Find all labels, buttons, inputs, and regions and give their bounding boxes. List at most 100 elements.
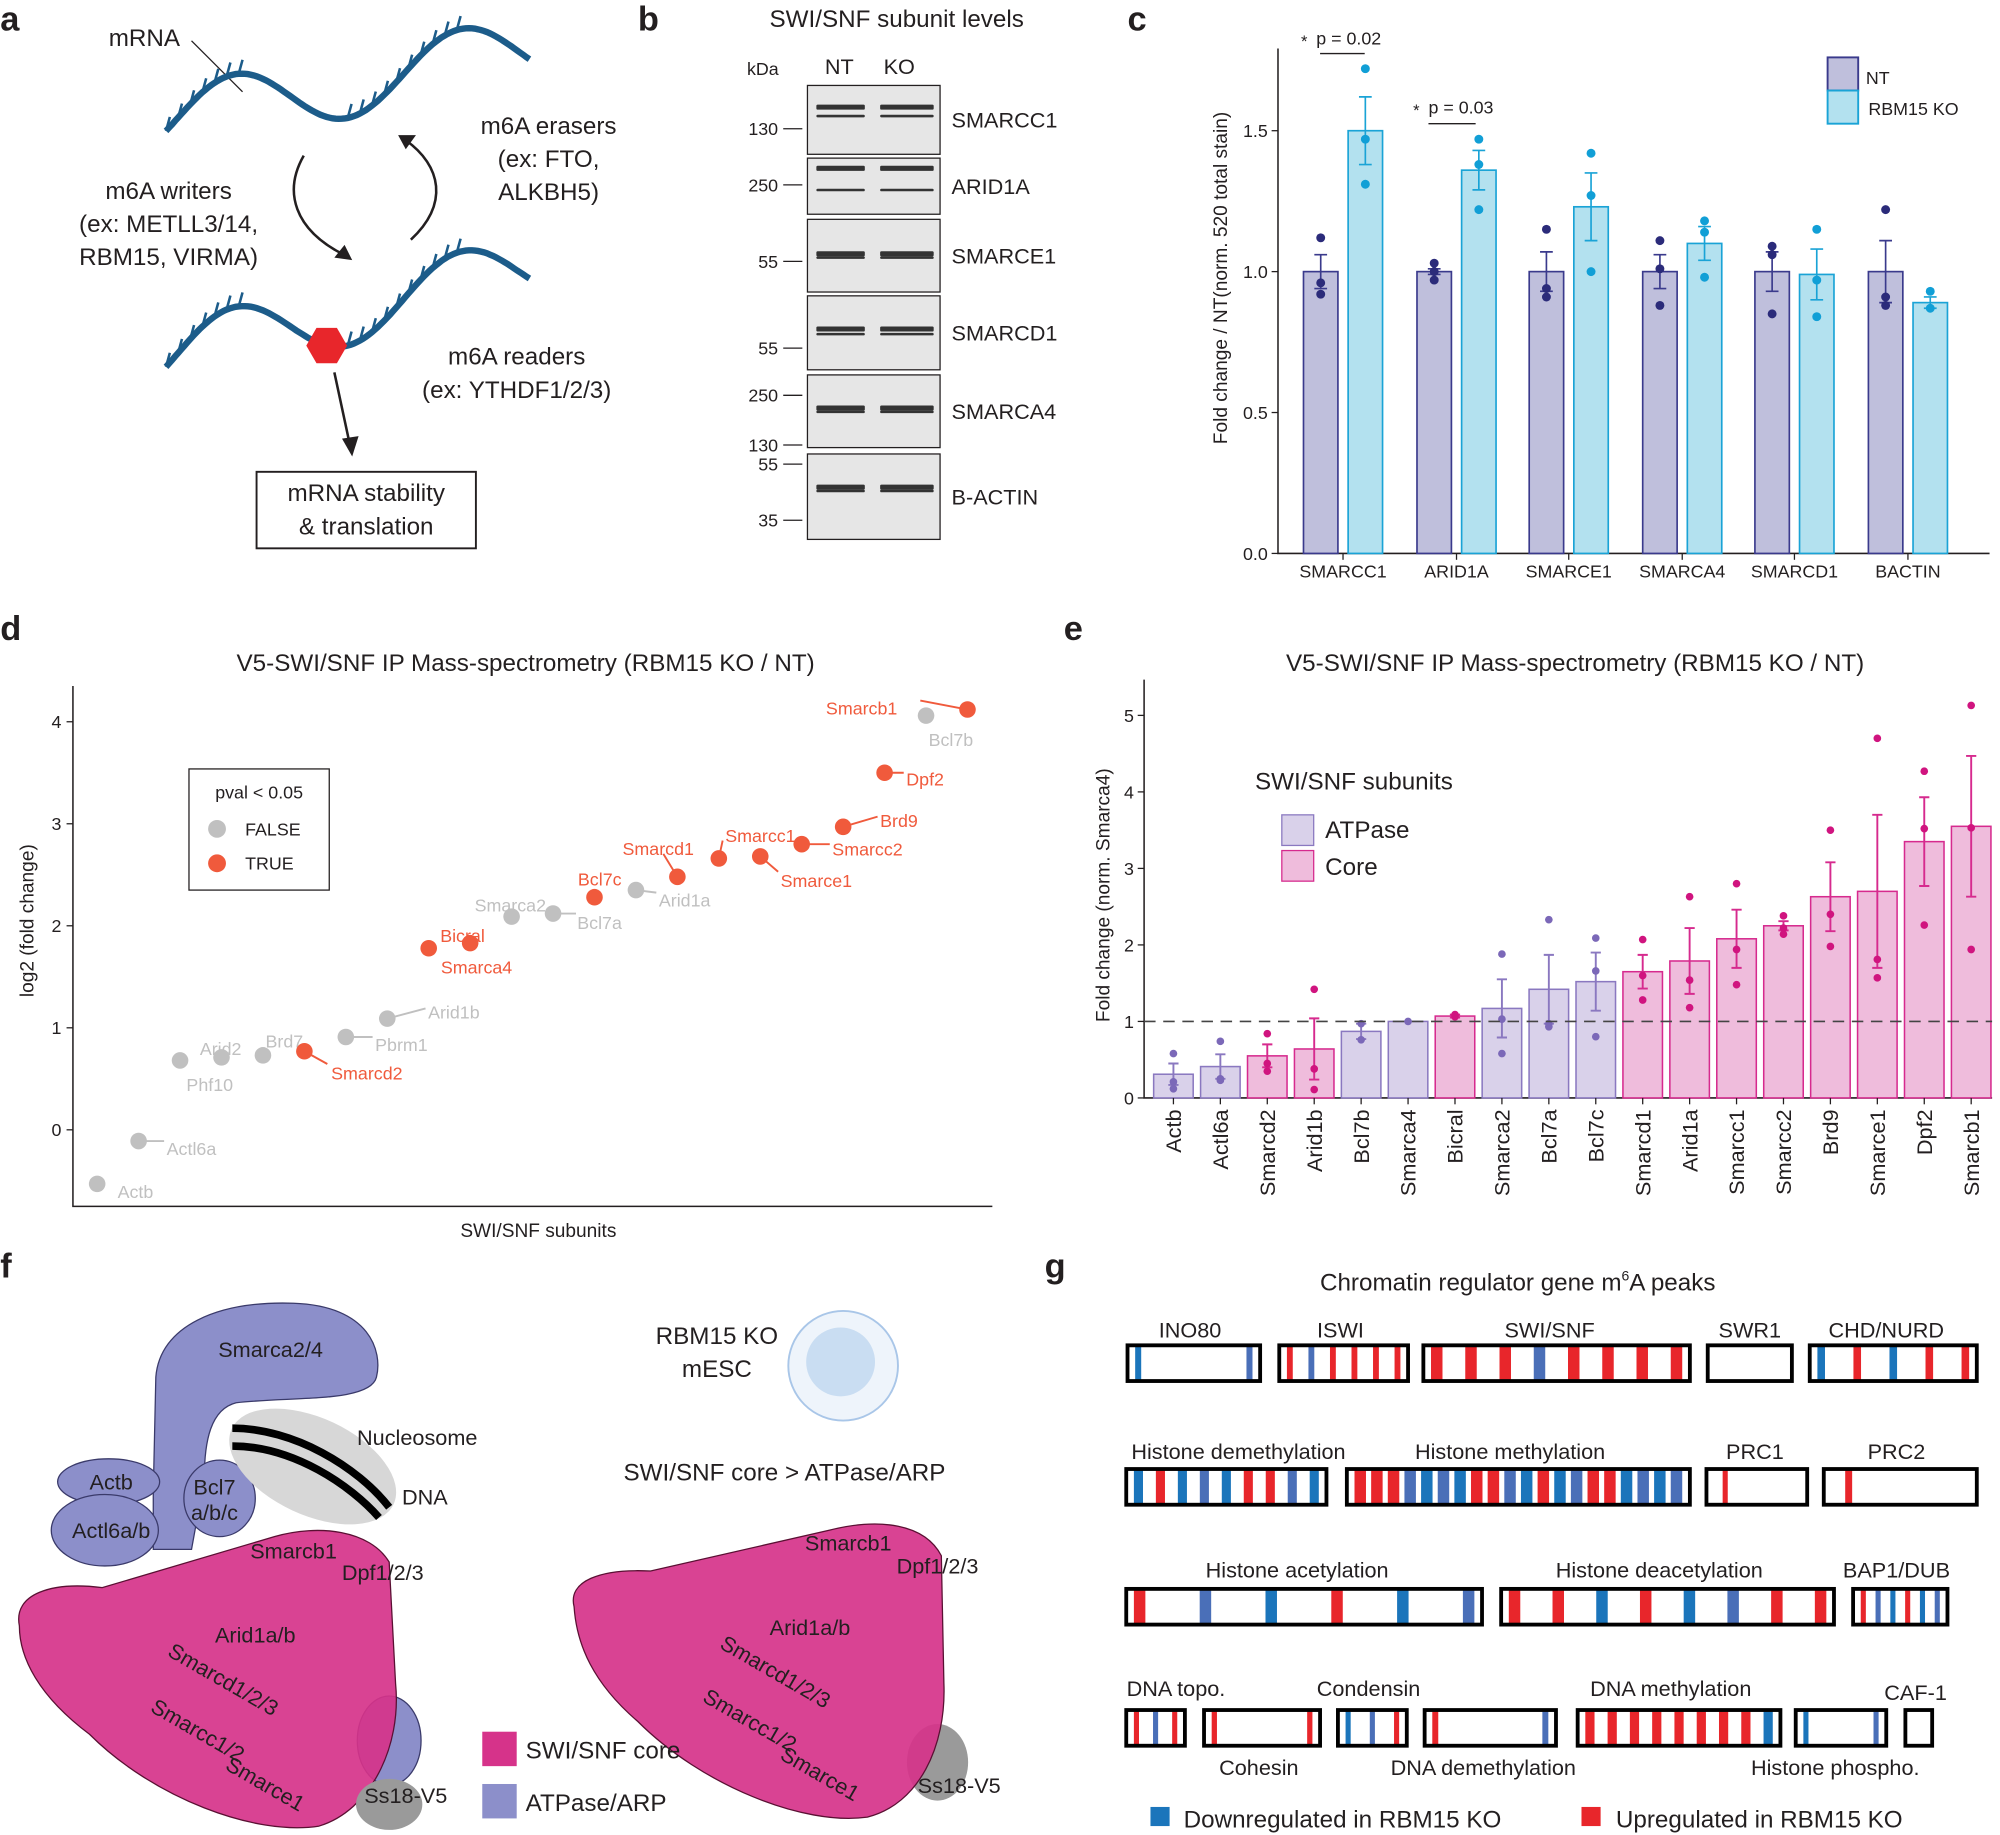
gene-group-background <box>1795 1710 1887 1746</box>
gene-group-label: ISWI <box>1317 1318 1364 1343</box>
peak-downregulated <box>1454 1469 1466 1505</box>
peak-upregulated <box>1607 1710 1617 1746</box>
gene-group-iswi: ISWI <box>1277 1318 1410 1383</box>
c-significance-star: * <box>1301 32 1308 51</box>
d-point-label: Brd9 <box>880 811 918 831</box>
gene-group-label: DNA demethylation <box>1391 1755 1576 1780</box>
d-point-arid1a <box>627 881 645 899</box>
lane-ko-label: KO <box>884 54 915 79</box>
e-data-point <box>1310 985 1319 994</box>
peak-upregulated <box>1329 1345 1336 1382</box>
c-data-point <box>1429 258 1439 268</box>
peak-upregulated <box>1307 1710 1313 1746</box>
peak-downregulated <box>1133 1469 1143 1505</box>
d-point-brd7 <box>254 1047 272 1064</box>
f-label-ss18: Ss18-V5 <box>364 1783 447 1808</box>
peak-downregulated <box>1596 1588 1608 1625</box>
e-data-point <box>1545 1022 1553 1031</box>
e-data-point <box>1732 945 1741 954</box>
e-error-bar <box>1590 951 1601 1012</box>
e-data-point <box>1967 701 1976 710</box>
e-data-point <box>1545 915 1553 924</box>
swisnf-core-right-shape <box>572 1523 945 1819</box>
c-data-point <box>1541 292 1551 302</box>
g-title: Chromatin regulator gene m6A peaks <box>1320 1267 1716 1296</box>
d-point-label: Arid1a <box>659 891 711 911</box>
c-x-tick-label: BACTIN <box>1875 562 1940 582</box>
band-nt <box>816 188 865 192</box>
writers-line-3: RBM15, VIRMA) <box>79 244 258 271</box>
peak-upregulated <box>1905 1588 1911 1625</box>
gene-group-histone-acetylation: Histone acetylation <box>1124 1557 1484 1627</box>
comparison-label: SWI/SNF core > ATPase/ARP <box>624 1459 946 1486</box>
peak-downregulated <box>1153 1710 1159 1746</box>
peak-upregulated <box>1172 1710 1178 1746</box>
blot-b-actin <box>806 453 941 541</box>
c-bar-nt <box>1867 270 1904 555</box>
eraser-arrow <box>405 139 438 241</box>
d-point-label: Smarcc1 <box>725 826 795 846</box>
d-title: V5-SWI/SNF IP Mass-spectrometry (RBM15 K… <box>237 650 815 677</box>
c-data-point <box>1474 205 1484 215</box>
peak-upregulated <box>1331 1588 1343 1625</box>
gene-group-frame <box>1344 1467 1692 1507</box>
erasers-line-3: ALKBH5) <box>498 179 599 206</box>
g-legend-up-swatch <box>1581 1806 1601 1827</box>
c-x-tick-label: SMARCC1 <box>1299 562 1386 582</box>
blot-label: SMARCE1 <box>952 243 1057 268</box>
peak-downregulated <box>1504 1469 1516 1505</box>
outcome-line-1: mRNA stability <box>287 480 445 507</box>
peak-upregulated <box>1432 1710 1439 1746</box>
e-x-tick-label: Smarcd1 <box>1630 1109 1655 1196</box>
panel-b-western-blot: SWI/SNF subunit levels kDa NT KO SMARCC1… <box>747 6 1057 541</box>
marker-label: 250 <box>748 386 778 406</box>
peak-upregulated <box>1243 1469 1253 1505</box>
peak-downregulated <box>1803 1710 1809 1746</box>
f-label-dna: DNA <box>402 1485 448 1510</box>
d-legend-title: pval < 0.05 <box>215 782 303 802</box>
d-point-smarcc2 <box>793 835 810 853</box>
c-data-point <box>1586 191 1596 200</box>
peak-upregulated <box>1670 1345 1683 1382</box>
panel-d-scatter-chart: V5-SWI/SNF IP Mass-spectrometry (RBM15 K… <box>17 650 993 1242</box>
peak-upregulated <box>1961 1345 1970 1382</box>
f-label-arid1: Arid1a/b <box>215 1622 296 1647</box>
e-data-point <box>1216 1037 1225 1046</box>
d-point-smarcd2 <box>296 1042 313 1060</box>
peak-downregulated <box>1875 1588 1881 1625</box>
f-label-bcl7-abc: a/b/c <box>191 1500 238 1525</box>
gene-group-frame <box>1499 1586 1836 1627</box>
e-bar-smarcc2 <box>1762 925 1805 1099</box>
peak-upregulated <box>1351 1345 1358 1382</box>
panel-f-swisnf-model: Smarca2/4 Nucleosome DNA Actb Bcl7 a/b/c… <box>18 1302 1001 1830</box>
panel-c-bar-chart: Fold change / NT(norm. 520 total stain) … <box>1211 29 1990 582</box>
e-y-tick-label: 1 <box>1124 1012 1134 1032</box>
c-bar-rbm15-ko <box>1347 129 1384 555</box>
c-data-point <box>1655 300 1665 310</box>
panel-label-d: d <box>0 610 21 648</box>
c-data-point <box>1474 160 1484 169</box>
e-data-point <box>1498 1015 1506 1023</box>
peak-downregulated <box>1654 1469 1666 1505</box>
g-legend-up-label: Upregulated in RBM15 KO <box>1616 1806 1903 1833</box>
c-data-point <box>1767 250 1777 260</box>
c-data-point <box>1541 224 1551 234</box>
band-nt <box>816 165 865 171</box>
erasers-line-2: (ex: FTO, <box>498 146 600 173</box>
readers-line-1: m6A readers <box>448 344 585 371</box>
peak-downregulated <box>1308 1345 1315 1382</box>
c-data-point <box>1316 233 1326 243</box>
band-ko <box>880 489 934 493</box>
peak-downregulated <box>1246 1345 1253 1382</box>
f-label-bcl7: Bcl7 <box>193 1475 235 1500</box>
e-error-bar <box>1872 813 1883 969</box>
gene-group-histone-deacetylation: Histone deacetylation <box>1499 1557 1836 1627</box>
cell-label-line-2: mESC <box>682 1356 752 1383</box>
e-data-point <box>1169 1084 1178 1093</box>
e-bar-smarca4 <box>1387 1020 1429 1099</box>
band-ko <box>880 410 934 414</box>
e-data-point <box>1638 996 1647 1004</box>
dna-shape <box>232 1424 393 1521</box>
bcl7-shape <box>183 1459 256 1538</box>
gene-group-background <box>1501 1588 1834 1625</box>
